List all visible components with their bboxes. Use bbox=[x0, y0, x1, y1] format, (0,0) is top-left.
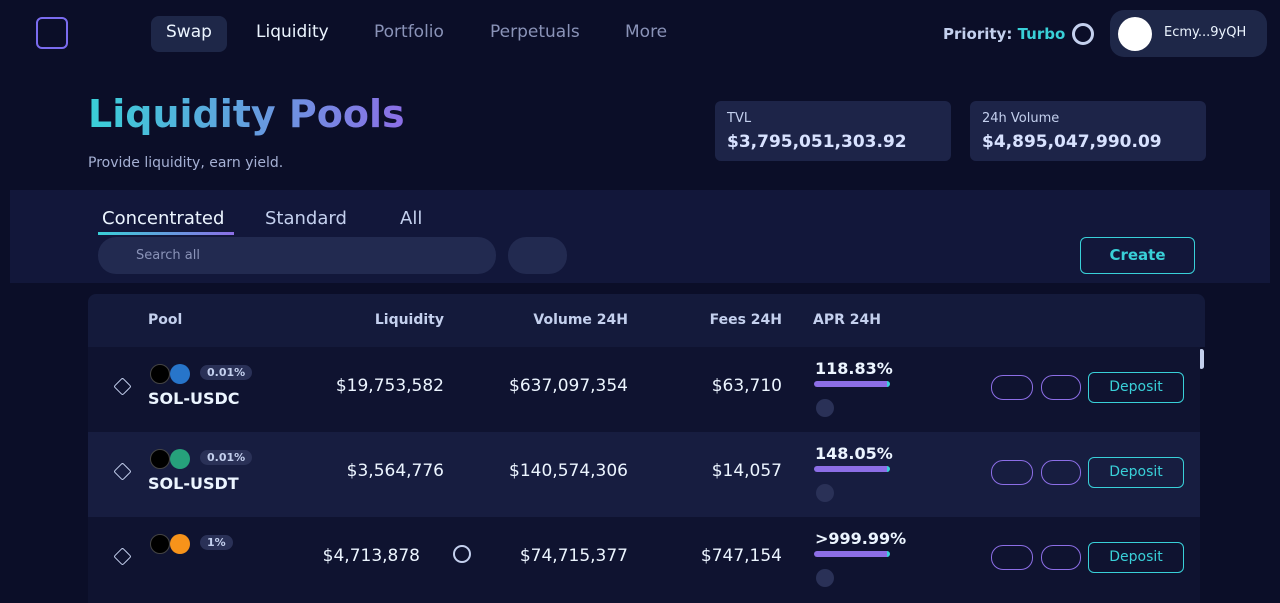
chart-button[interactable] bbox=[991, 375, 1033, 400]
apr-bar bbox=[814, 551, 890, 557]
stat-value: $4,895,047,990.09 bbox=[982, 132, 1162, 152]
fee-badge: 0.01% bbox=[200, 365, 253, 380]
table-row: 1% $4,713,878 $74,715,377 $747,154 >999.99% D… bbox=[88, 517, 1200, 603]
cell: $140,574,306 bbox=[509, 461, 628, 481]
swap-button[interactable] bbox=[1041, 545, 1081, 570]
swap-button[interactable] bbox=[1041, 375, 1081, 400]
reward-icon bbox=[816, 569, 834, 587]
deposit-button[interactable]: Deposit bbox=[1088, 457, 1184, 488]
apr-bar bbox=[814, 381, 890, 387]
reward-icon bbox=[816, 399, 834, 417]
apr-value: 148.05% bbox=[815, 444, 893, 463]
stat-label: 24h Volume bbox=[982, 111, 1060, 126]
chart-button[interactable] bbox=[991, 460, 1033, 485]
priority[interactable]: Priority: Turbo bbox=[943, 25, 1065, 43]
nav-item[interactable]: Swap bbox=[166, 22, 212, 42]
cell: $19,753,582 bbox=[335, 376, 444, 396]
cell: $4,713,878 bbox=[322, 546, 420, 566]
tab[interactable]: All bbox=[400, 208, 423, 229]
token-icon bbox=[150, 364, 170, 384]
reward-icon bbox=[816, 484, 834, 502]
cell: $3,564,776 bbox=[346, 461, 444, 481]
table-row: 0.01% SOL-USDT $3,564,776 $140,574,306 $14,0… bbox=[88, 432, 1200, 518]
column-header: APR 24H bbox=[813, 312, 881, 328]
token-icon bbox=[170, 449, 190, 469]
token-icon bbox=[150, 449, 170, 469]
tab[interactable]: Concentrated bbox=[102, 208, 225, 229]
token-icon bbox=[170, 364, 190, 384]
nav-item[interactable]: Portfolio bbox=[374, 22, 444, 42]
stat-card: TVL $3,795,051,303.92 bbox=[715, 101, 951, 161]
search-box[interactable]: Search all bbox=[98, 237, 496, 274]
page-subtitle: Provide liquidity, earn yield. bbox=[88, 155, 284, 171]
fee-badge: 1% bbox=[200, 535, 233, 550]
wallet-button[interactable]: Ecmy...9yQH bbox=[1110, 10, 1267, 57]
nav-item[interactable]: Liquidity bbox=[256, 22, 329, 42]
fee-badge: 0.01% bbox=[200, 450, 253, 465]
pool-name: SOL-USDT bbox=[148, 474, 239, 493]
apr-value: 118.83% bbox=[815, 359, 893, 378]
cell: $14,057 bbox=[711, 461, 782, 481]
page: Swap Liquidity Portfolio Perpetuals More… bbox=[10, 10, 1270, 587]
stat-value: $3,795,051,303.92 bbox=[727, 132, 907, 152]
table-header bbox=[88, 294, 1205, 347]
pool-name: SOL-USDC bbox=[148, 389, 240, 408]
logo[interactable] bbox=[36, 17, 68, 49]
tab[interactable]: Standard bbox=[265, 208, 347, 229]
scrollbar[interactable] bbox=[1199, 349, 1204, 369]
search-placeholder: Search all bbox=[136, 248, 200, 263]
column-header: Pool bbox=[148, 312, 183, 328]
token-icon bbox=[170, 534, 190, 554]
nav-item[interactable]: More bbox=[625, 22, 668, 42]
column-header: Volume 24H bbox=[533, 312, 628, 328]
lock-icon bbox=[453, 545, 471, 563]
priority-value: Turbo bbox=[1017, 25, 1066, 43]
tab-underline bbox=[98, 232, 234, 235]
nav-item[interactable]: Perpetuals bbox=[490, 22, 580, 42]
priority-label: Priority: bbox=[943, 25, 1013, 43]
cell: $637,097,354 bbox=[509, 376, 628, 396]
nav-active-bg bbox=[151, 16, 227, 52]
swap-button[interactable] bbox=[1041, 460, 1081, 485]
stat-label: TVL bbox=[727, 111, 752, 126]
settings-icon[interactable] bbox=[1072, 23, 1094, 45]
token-icon bbox=[150, 534, 170, 554]
apr-value: >999.99% bbox=[815, 529, 907, 548]
page-title: Liquidity Pools bbox=[88, 92, 405, 136]
column-header: Fees 24H bbox=[709, 312, 782, 328]
favorite-star[interactable] bbox=[113, 377, 132, 396]
apr-bar bbox=[814, 466, 890, 472]
chart-button[interactable] bbox=[991, 545, 1033, 570]
favorite-star[interactable] bbox=[113, 462, 132, 481]
column-header: Liquidity bbox=[374, 312, 444, 328]
deposit-button[interactable]: Deposit bbox=[1088, 372, 1184, 403]
wallet-address: Ecmy...9yQH bbox=[1164, 25, 1247, 40]
table-row: 0.01% SOL-USDC $19,753,582 $637,097,354 $63,… bbox=[88, 347, 1200, 433]
wallet-avatar bbox=[1118, 17, 1152, 51]
cell: $747,154 bbox=[700, 546, 782, 566]
favorite-star[interactable] bbox=[113, 547, 132, 566]
cell: $63,710 bbox=[711, 376, 782, 396]
filter-button[interactable] bbox=[508, 237, 567, 274]
stat-card: 24h Volume $4,895,047,990.09 bbox=[970, 101, 1206, 161]
deposit-button[interactable]: Deposit bbox=[1088, 542, 1184, 573]
create-button[interactable]: Create bbox=[1080, 237, 1195, 274]
